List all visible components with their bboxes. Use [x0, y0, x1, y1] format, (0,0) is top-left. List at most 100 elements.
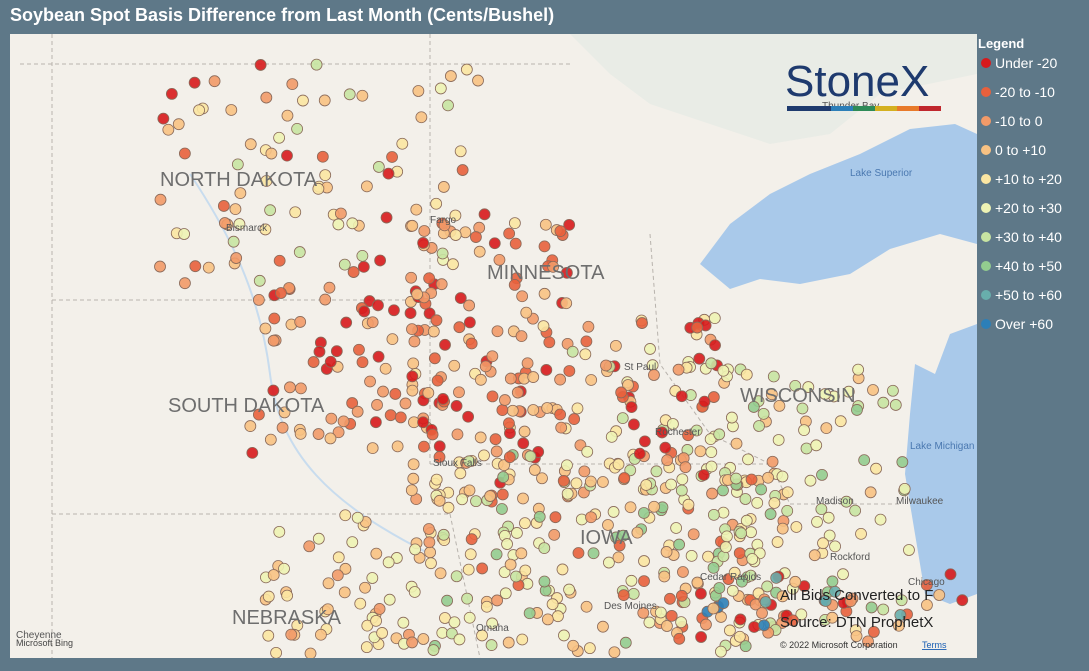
price-marker: [844, 595, 857, 608]
price-marker: [707, 602, 720, 615]
price-marker: [427, 325, 440, 338]
price-marker: [454, 292, 467, 304]
price-marker: [406, 636, 418, 649]
price-marker: [379, 362, 392, 375]
price-marker: [346, 536, 359, 549]
price-marker: [540, 364, 553, 376]
water-label: Lake Superior: [850, 168, 913, 179]
legend-swatch: [981, 145, 991, 155]
price-marker: [753, 420, 765, 432]
price-marker: [607, 506, 620, 518]
note: Source: DTN ProphetX: [780, 614, 933, 631]
price-marker: [394, 411, 407, 424]
price-marker: [325, 412, 338, 425]
price-marker: [437, 181, 450, 193]
price-marker: [896, 456, 909, 468]
price-marker: [334, 207, 347, 220]
price-marker: [407, 357, 420, 370]
price-marker: [730, 472, 742, 485]
price-marker: [480, 600, 493, 613]
price-marker: [316, 150, 329, 163]
price-marker: [504, 427, 516, 440]
price-marker: [789, 379, 802, 392]
price-marker: [319, 169, 332, 181]
price-marker: [489, 433, 502, 446]
price-marker: [417, 237, 430, 249]
price-marker: [661, 454, 674, 467]
price-marker: [773, 399, 786, 412]
price-marker: [434, 567, 447, 580]
price-marker: [772, 434, 785, 446]
price-marker: [506, 404, 519, 417]
price-marker: [745, 473, 758, 486]
city-label: Rochester: [655, 427, 701, 438]
price-marker: [406, 370, 419, 383]
price-marker: [524, 450, 537, 463]
terms-link[interactable]: Terms: [922, 640, 947, 650]
price-marker: [619, 636, 632, 649]
price-marker: [450, 400, 463, 412]
price-marker: [517, 437, 530, 450]
city-label: Cedar Rapids: [700, 572, 761, 583]
logo-stripe: [919, 106, 941, 111]
price-marker: [388, 304, 400, 317]
price-marker: [281, 109, 294, 122]
price-marker: [312, 182, 325, 195]
price-marker: [673, 632, 686, 645]
price-marker: [380, 211, 393, 224]
price-marker: [426, 428, 439, 441]
price-marker: [324, 355, 337, 368]
city-label: Rockford: [830, 552, 870, 563]
price-marker: [338, 586, 351, 599]
price-marker: [425, 557, 437, 570]
price-marker: [746, 553, 759, 565]
price-marker: [944, 568, 957, 581]
price-marker: [476, 629, 488, 642]
price-marker: [618, 472, 631, 484]
price-marker: [516, 633, 529, 646]
price-marker: [612, 551, 625, 564]
price-marker: [356, 356, 369, 369]
price-marker: [265, 147, 278, 160]
price-marker: [295, 382, 307, 395]
price-marker: [672, 363, 685, 376]
price-marker: [332, 426, 345, 439]
price-marker: [303, 540, 316, 553]
price-marker: [628, 418, 640, 431]
price-marker: [862, 635, 874, 648]
price-marker: [820, 422, 833, 435]
logo-stripe: [809, 106, 831, 111]
price-marker: [538, 240, 551, 253]
price-marker: [229, 203, 242, 216]
price-marker: [430, 314, 443, 327]
price-marker: [697, 469, 710, 481]
price-marker: [667, 418, 679, 430]
price-marker: [920, 579, 933, 591]
price-marker: [790, 521, 803, 533]
price-marker: [364, 375, 376, 388]
price-marker: [865, 601, 878, 614]
price-marker: [817, 537, 829, 550]
price-marker: [622, 379, 634, 391]
price-marker: [412, 85, 425, 97]
price-marker: [470, 495, 482, 508]
price-marker: [351, 511, 364, 524]
state-label: WISCONSIN: [740, 385, 856, 407]
price-marker: [798, 424, 810, 436]
price-marker: [465, 337, 478, 350]
price-marker: [895, 594, 908, 607]
price-marker: [519, 564, 532, 577]
price-marker: [889, 399, 902, 411]
price-marker: [822, 511, 835, 524]
price-marker: [202, 261, 215, 274]
price-marker: [233, 218, 246, 230]
price-marker: [571, 402, 584, 415]
price-marker: [391, 440, 404, 453]
price-marker: [787, 614, 799, 627]
price-marker: [418, 225, 431, 237]
price-marker: [756, 607, 768, 619]
price-marker: [585, 511, 597, 524]
river: [189, 173, 431, 555]
state-label: IOWA: [580, 527, 633, 549]
price-marker: [826, 611, 839, 624]
